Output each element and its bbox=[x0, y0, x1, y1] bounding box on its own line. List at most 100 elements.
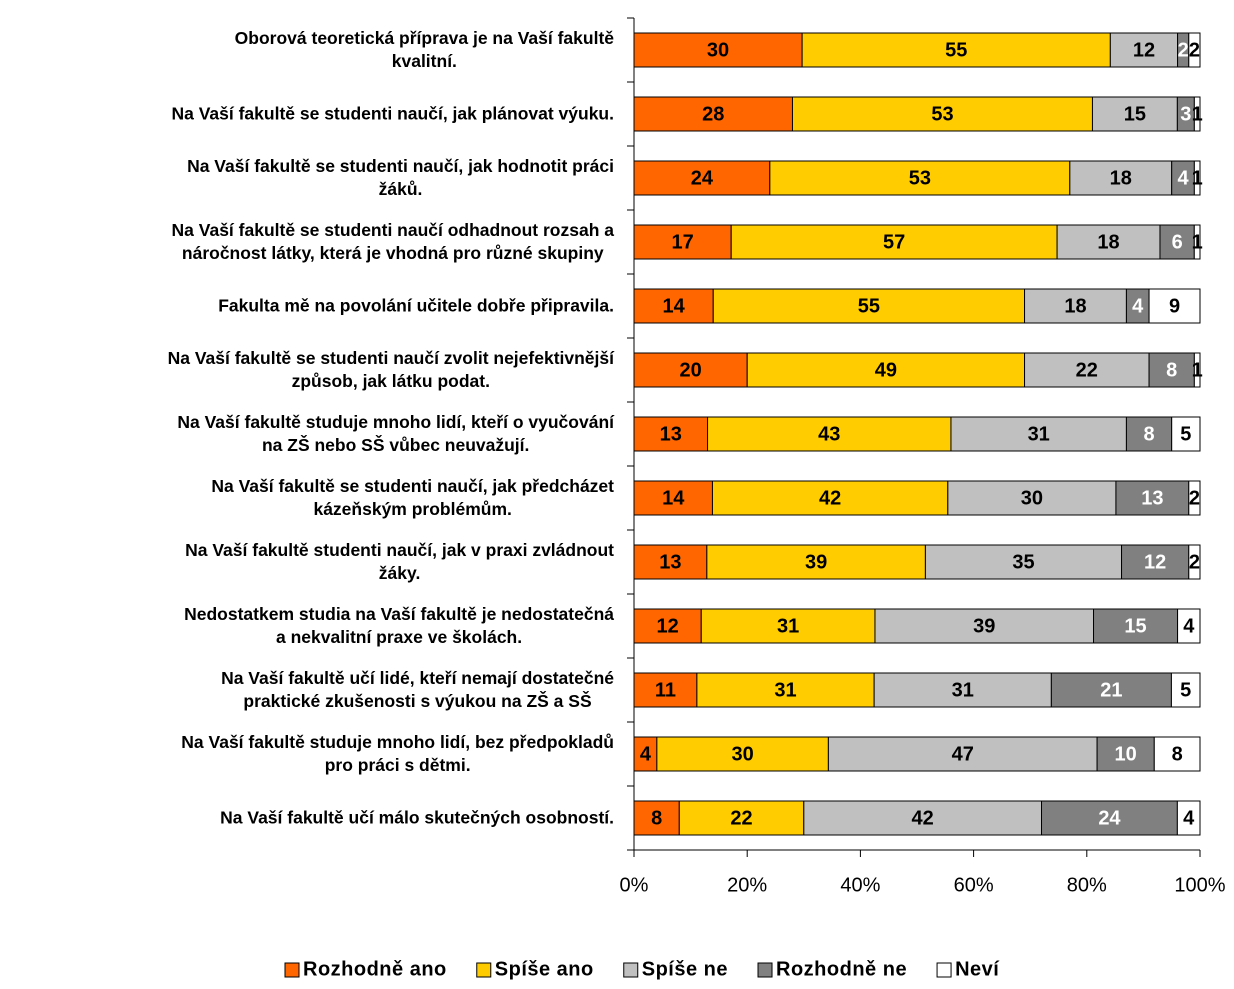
value-label: 57 bbox=[883, 231, 905, 253]
category-label: Na Vaší fakultě se studenti naučí, jak p… bbox=[171, 103, 614, 124]
value-label: 4 bbox=[1177, 167, 1189, 189]
bar-segment bbox=[633, 352, 748, 388]
value-label: 12 bbox=[656, 615, 678, 637]
bar-segment bbox=[706, 544, 926, 580]
bar-segment bbox=[656, 736, 829, 772]
value-label: 31 bbox=[777, 615, 799, 637]
value-label: 10 bbox=[1115, 743, 1137, 765]
bar-segment bbox=[730, 224, 1058, 260]
bar-segment bbox=[1115, 480, 1190, 516]
value-label: 12 bbox=[1133, 39, 1155, 61]
value-label: 53 bbox=[909, 167, 931, 189]
value-label: 13 bbox=[660, 423, 682, 445]
value-label: 15 bbox=[1124, 615, 1146, 637]
value-label: 55 bbox=[858, 295, 880, 317]
value-label: 13 bbox=[659, 551, 681, 573]
value-label: 4 bbox=[1183, 615, 1195, 637]
bar-segment bbox=[1188, 32, 1201, 68]
value-label: 30 bbox=[732, 743, 754, 765]
legend-swatch bbox=[284, 962, 300, 978]
value-label: 14 bbox=[662, 487, 685, 509]
value-label: 8 bbox=[1143, 423, 1154, 445]
bar-segment bbox=[633, 224, 732, 260]
value-label: 2 bbox=[1189, 487, 1200, 509]
value-label: 28 bbox=[702, 103, 724, 125]
value-label: 4 bbox=[1132, 295, 1144, 317]
legend-swatch bbox=[936, 962, 952, 978]
value-label: 42 bbox=[912, 807, 934, 829]
value-label: 24 bbox=[1098, 807, 1121, 829]
value-label: 49 bbox=[875, 359, 897, 381]
bar-segment bbox=[1170, 672, 1201, 708]
bar-segment bbox=[633, 800, 680, 836]
bar-segment bbox=[678, 800, 805, 836]
value-label: 1 bbox=[1192, 231, 1203, 253]
category-label: Na Vaší fakultě studuje mnoho lidí, bez … bbox=[181, 732, 614, 775]
legend-label: Rozhodně ne bbox=[776, 958, 907, 980]
bar-segment bbox=[924, 544, 1123, 580]
category-label: Na Vaší fakultě učí lidé, kteří nemají d… bbox=[221, 668, 614, 711]
category-label: Na Vaší fakultě učí málo skutečných osob… bbox=[220, 807, 614, 828]
value-label: 8 bbox=[651, 807, 662, 829]
bar-segment bbox=[1159, 224, 1195, 260]
value-label: 14 bbox=[662, 295, 685, 317]
value-label: 24 bbox=[691, 167, 714, 189]
legend-label: Spíše ano bbox=[495, 958, 594, 980]
value-label: 20 bbox=[679, 359, 701, 381]
bar-segment bbox=[696, 672, 875, 708]
x-tick-label: 80% bbox=[1067, 874, 1107, 896]
value-label: 5 bbox=[1180, 679, 1191, 701]
bar-segment bbox=[1193, 160, 1201, 196]
value-label: 30 bbox=[1021, 487, 1043, 509]
value-label: 1 bbox=[1192, 359, 1203, 381]
x-tick-label: 100% bbox=[1174, 874, 1225, 896]
bar-segment bbox=[633, 96, 793, 132]
legend-label: Spíše ne bbox=[642, 958, 728, 980]
category-label: Na Vaší fakultě se studenti naučí, jak h… bbox=[187, 156, 614, 199]
bar-segment bbox=[1056, 224, 1161, 260]
value-label: 42 bbox=[819, 487, 841, 509]
legend-swatch bbox=[757, 962, 773, 978]
bar-segment bbox=[950, 416, 1127, 452]
bar-segment bbox=[1109, 32, 1179, 68]
value-label: 4 bbox=[1183, 807, 1195, 829]
bar-segment bbox=[1148, 352, 1195, 388]
bar-segment bbox=[873, 672, 1052, 708]
bar-segment bbox=[803, 800, 1043, 836]
legend-label: Neví bbox=[955, 958, 1000, 980]
value-label: 1 bbox=[1192, 103, 1203, 125]
bar-segment bbox=[1193, 224, 1201, 260]
value-label: 2 bbox=[1178, 39, 1189, 61]
bar-segment bbox=[746, 352, 1026, 388]
value-label: 15 bbox=[1124, 103, 1146, 125]
value-label: 18 bbox=[1110, 167, 1132, 189]
x-tick-label: 40% bbox=[840, 874, 880, 896]
value-label: 31 bbox=[952, 679, 974, 701]
value-label: 31 bbox=[1028, 423, 1050, 445]
value-label: 39 bbox=[973, 615, 995, 637]
legend-swatch bbox=[476, 962, 492, 978]
bar-segment bbox=[1096, 736, 1155, 772]
value-label: 6 bbox=[1172, 231, 1183, 253]
value-label: 22 bbox=[1076, 359, 1098, 381]
category-label: Fakulta mě na povolání učitele dobře při… bbox=[218, 295, 614, 316]
value-label: 8 bbox=[1172, 743, 1183, 765]
category-label: Na Vaší fakultě se studenti naučí zvolit… bbox=[167, 348, 614, 391]
value-label: 2 bbox=[1189, 551, 1200, 573]
bar-segment bbox=[633, 288, 714, 324]
value-label: 39 bbox=[805, 551, 827, 573]
value-label: 3 bbox=[1180, 103, 1191, 125]
bar-segment bbox=[1193, 96, 1201, 132]
bar-segment bbox=[1188, 480, 1201, 516]
x-tick-label: 60% bbox=[954, 874, 994, 896]
value-label: 31 bbox=[774, 679, 796, 701]
bar-segment bbox=[707, 416, 952, 452]
bar-segment bbox=[1193, 352, 1201, 388]
value-label: 5 bbox=[1180, 423, 1191, 445]
value-label: 9 bbox=[1169, 295, 1180, 317]
bar-segment bbox=[801, 32, 1111, 68]
category-label: Na Vaší fakultě se studenti naučí odhadn… bbox=[171, 220, 614, 263]
x-tick-label: 20% bbox=[727, 874, 767, 896]
bar-segment bbox=[633, 416, 709, 452]
